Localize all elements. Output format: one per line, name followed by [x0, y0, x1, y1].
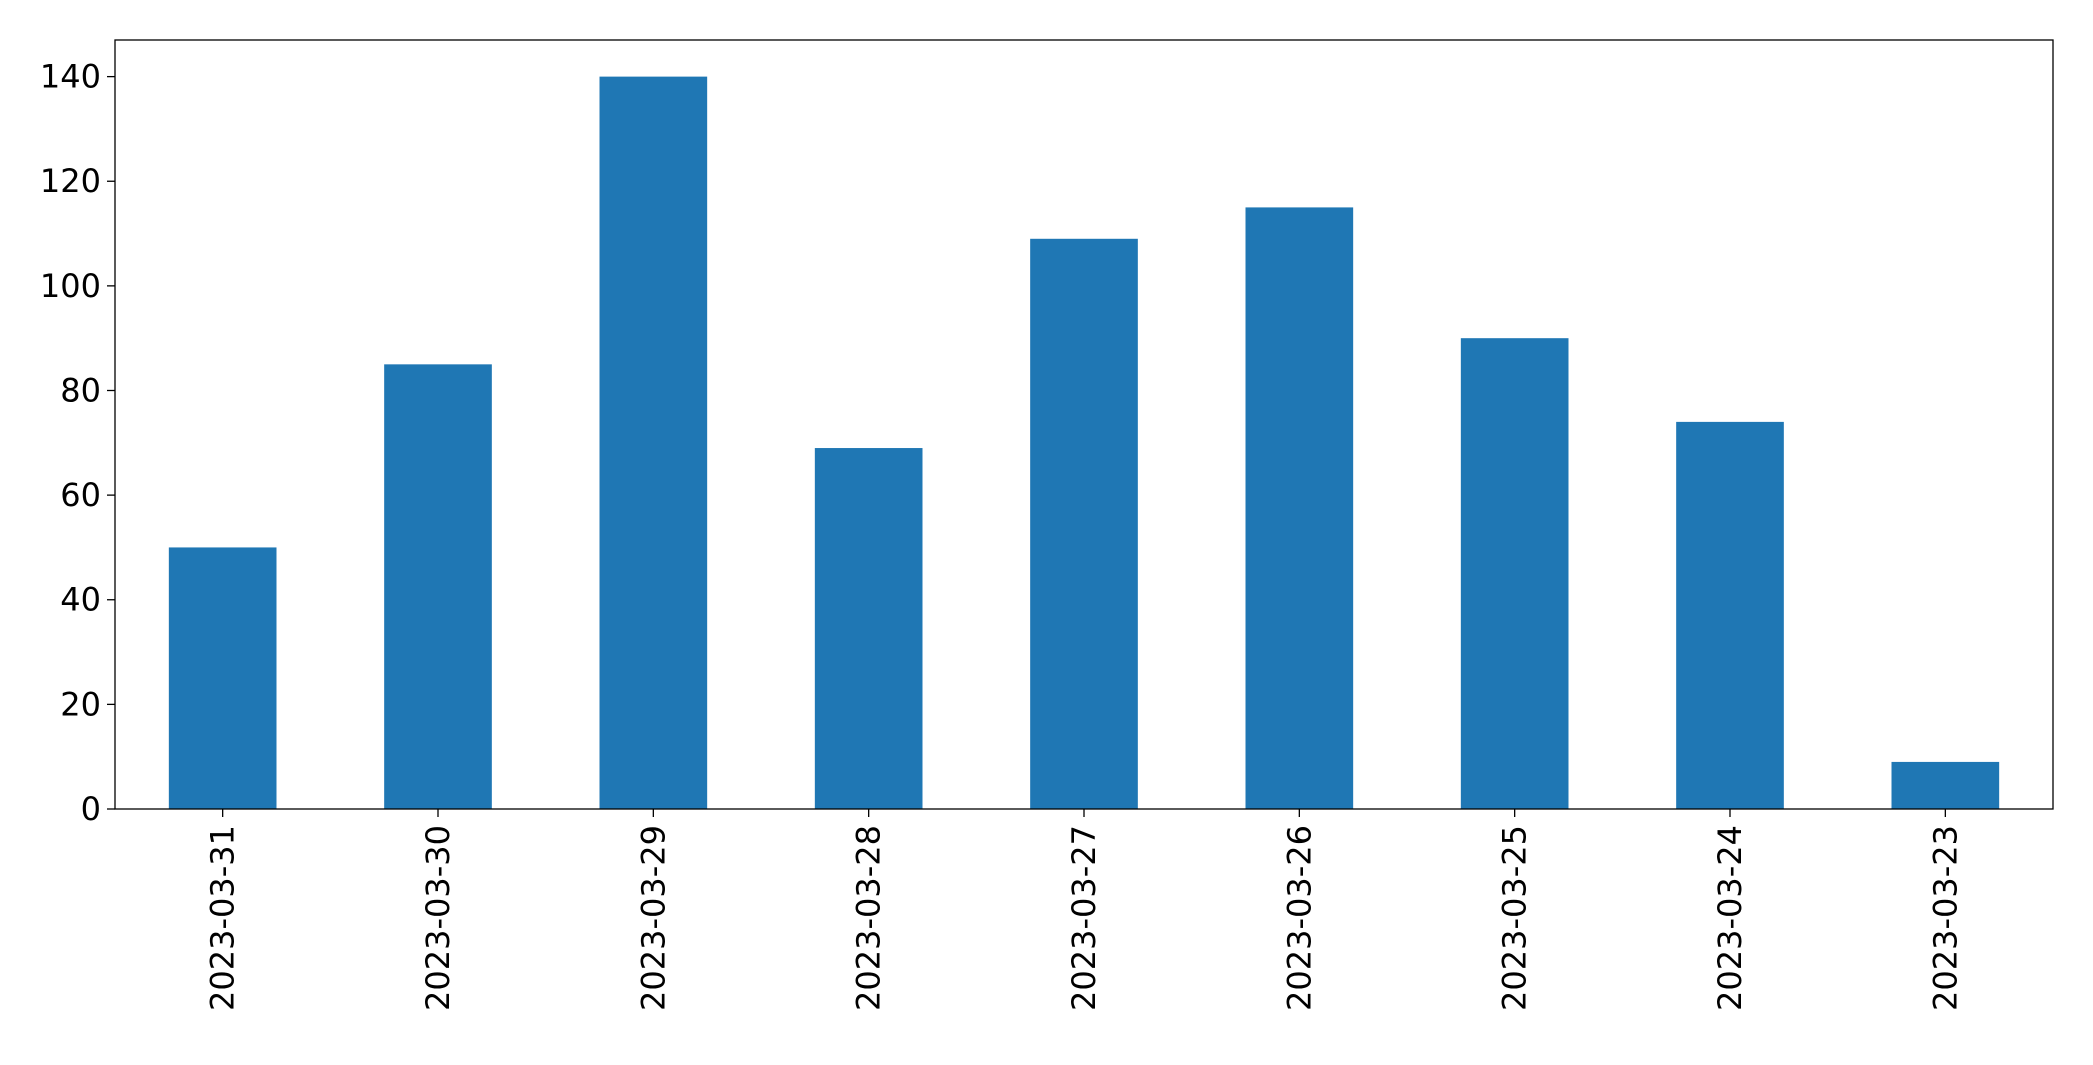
x-tick-label: 2023-03-23 [1926, 825, 1964, 1011]
bar [1030, 238, 1138, 809]
y-tick-label: 20 [60, 685, 101, 723]
x-tick-label: 2023-03-28 [850, 825, 888, 1011]
bar [1891, 761, 2000, 809]
y-tick-label: 0 [81, 790, 101, 828]
bar [384, 364, 492, 809]
bar [1245, 207, 1354, 809]
y-tick-label: 60 [60, 476, 101, 514]
x-tick-label: 2023-03-31 [204, 825, 242, 1011]
y-tick-label: 140 [40, 58, 101, 96]
y-tick-label: 120 [40, 162, 101, 200]
x-tick-label: 2023-03-29 [634, 825, 672, 1011]
x-tick-label: 2023-03-26 [1280, 825, 1318, 1011]
bar [168, 547, 277, 809]
x-tick-label: 2023-03-27 [1065, 825, 1103, 1011]
y-tick-label: 40 [60, 581, 101, 619]
x-tick-label: 2023-03-24 [1711, 825, 1749, 1011]
bar [1676, 421, 1784, 809]
y-tick-label: 100 [40, 267, 101, 305]
bar [1460, 338, 1569, 809]
bar [814, 448, 923, 809]
x-tick-label: 2023-03-25 [1496, 825, 1534, 1011]
y-tick-label: 80 [60, 371, 101, 409]
bar [599, 76, 708, 810]
plot-frame [114, 39, 2054, 810]
x-tick-label: 2023-03-30 [419, 825, 457, 1011]
